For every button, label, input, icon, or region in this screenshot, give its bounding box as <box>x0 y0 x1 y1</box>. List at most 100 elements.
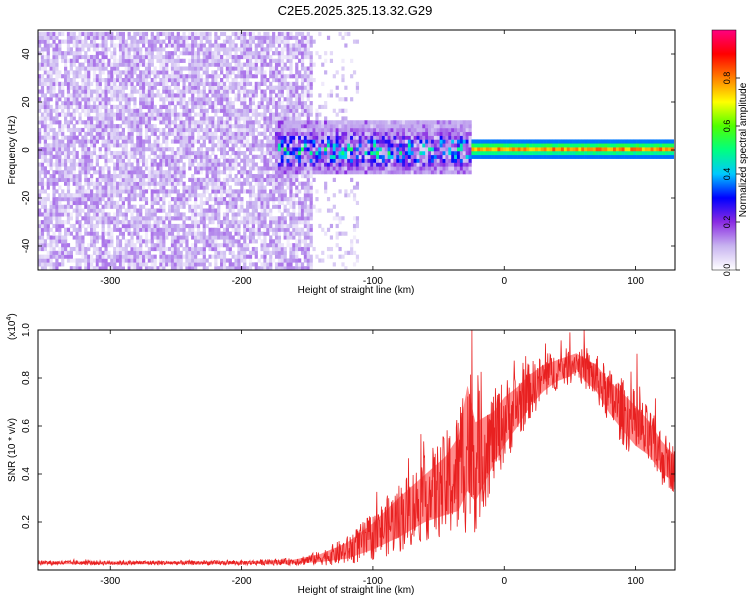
spectrogram-cell <box>153 258 157 263</box>
spectrogram-cell <box>220 101 224 106</box>
spectrogram-cell <box>69 70 73 75</box>
spectrogram-cell <box>139 120 143 125</box>
spectrogram-cell <box>194 193 198 198</box>
spectrogram-cell <box>90 216 94 221</box>
spectrogram-cell <box>306 81 310 86</box>
spectrogram-cell <box>147 51 151 56</box>
spectrogram-cell <box>81 154 85 159</box>
spectrogram-cell <box>277 208 282 213</box>
spectrogram-cell <box>237 66 241 71</box>
spectrogram-cell <box>306 174 310 179</box>
spectrogram-cell <box>46 235 50 240</box>
spectrogram-cell <box>260 208 264 213</box>
spectrogram-cell <box>127 162 131 167</box>
spectrogram-cell <box>66 101 71 106</box>
spectrogram-cell <box>127 31 131 37</box>
spectrogram-cell <box>225 85 230 90</box>
spectrogram-cell <box>254 181 258 186</box>
spectrogram-cell <box>170 235 175 240</box>
spectrogram-cell <box>179 131 183 136</box>
spectrogram-cell <box>335 124 339 129</box>
spectrogram-cell <box>341 124 345 129</box>
spectrogram-cell <box>202 139 206 144</box>
spectrogram-cell <box>104 154 108 159</box>
spectrogram-cell <box>222 147 227 152</box>
spectrogram-cell <box>280 108 284 113</box>
spectrogram-cell <box>55 147 59 152</box>
spectrogram-cell <box>277 104 282 110</box>
spectrogram-cell <box>142 120 146 125</box>
spectrogram-cell <box>240 185 244 190</box>
spectrogram-cell <box>260 174 264 179</box>
spectrogram-cell <box>150 239 154 244</box>
spectrogram-cell <box>254 35 258 40</box>
spectrogram-cell <box>90 104 94 110</box>
spectrogram-cell <box>92 223 97 229</box>
spectrogram-cell <box>217 85 221 90</box>
spectrogram-cell <box>90 135 94 140</box>
spectrogram-cell <box>64 147 68 152</box>
spectrogram-cell <box>277 85 282 90</box>
spectrogram-cell <box>191 258 195 263</box>
spectrogram-cell <box>254 66 258 71</box>
spectrogram-cell <box>303 162 308 167</box>
spectrogram-cell <box>142 85 146 90</box>
spectrogram-cell <box>176 154 180 159</box>
spectrogram-cell <box>90 204 94 209</box>
spectrogram-cell <box>312 204 316 209</box>
spectrogram-cell <box>121 131 125 136</box>
spectrogram-cell <box>58 43 62 48</box>
spectrogram-cell <box>269 212 273 217</box>
spectrogram-cell <box>303 235 308 240</box>
spectrogram-cell <box>127 197 131 202</box>
spectrogram-cell <box>61 85 65 90</box>
spectrogram-cell <box>92 258 97 263</box>
spectrogram-cell <box>248 258 253 263</box>
spectrogram-cell <box>49 246 53 252</box>
spectrogram-cell <box>95 104 99 110</box>
spectrogram-cell <box>72 170 76 175</box>
spectrogram-cell <box>66 250 71 255</box>
spectrogram-cell <box>248 89 253 94</box>
spectrogram-cell <box>107 70 111 75</box>
spectrogram-cell <box>257 177 261 182</box>
spectrogram-cell <box>95 177 99 182</box>
spectrogram-cell <box>292 246 296 252</box>
spectrogram-cell <box>173 216 177 221</box>
spectrogram-cell <box>69 78 73 83</box>
spectrogram-cell <box>43 158 47 163</box>
spectrogram-cell <box>118 35 123 40</box>
spectrogram-cell <box>298 131 302 136</box>
spectrogram-cell <box>55 93 59 98</box>
spectrogram-cell <box>52 170 56 175</box>
spectrogram-cell <box>303 39 308 44</box>
spectrogram-cell <box>217 200 221 206</box>
spectrogram-cell <box>144 208 149 213</box>
spectrogram-cell <box>121 220 125 225</box>
spectrogram-cell <box>321 135 325 140</box>
spectrogram-cell <box>234 62 238 67</box>
spectrogram-cell <box>300 135 305 140</box>
spectrogram-cell <box>234 200 238 206</box>
spectrogram-cell <box>139 235 143 240</box>
spectrogram-cell <box>214 39 218 44</box>
spectrogram-cell <box>295 174 299 179</box>
spectrogram-cell <box>61 204 65 209</box>
spectrogram-cell <box>150 262 154 267</box>
spectrogram-cell <box>280 70 284 75</box>
spectrogram-cell <box>344 120 348 125</box>
spectrogram-cell <box>55 58 59 63</box>
spectrogram-cell <box>191 51 195 56</box>
spectrogram-cell <box>234 112 238 117</box>
spectrogram-cell <box>75 101 79 106</box>
spectrogram-cell <box>147 216 151 221</box>
spectrogram-cell <box>81 47 85 52</box>
spectrogram-cell <box>95 170 99 175</box>
spectrogram-cell <box>237 58 241 63</box>
spectrogram-cell <box>52 212 56 217</box>
spectrogram-cell <box>66 31 71 37</box>
spectrogram-cell <box>159 131 163 136</box>
spectrogram-cell <box>257 212 261 217</box>
spectrogram-cell <box>263 78 267 83</box>
spectrogram-cell <box>133 208 137 213</box>
